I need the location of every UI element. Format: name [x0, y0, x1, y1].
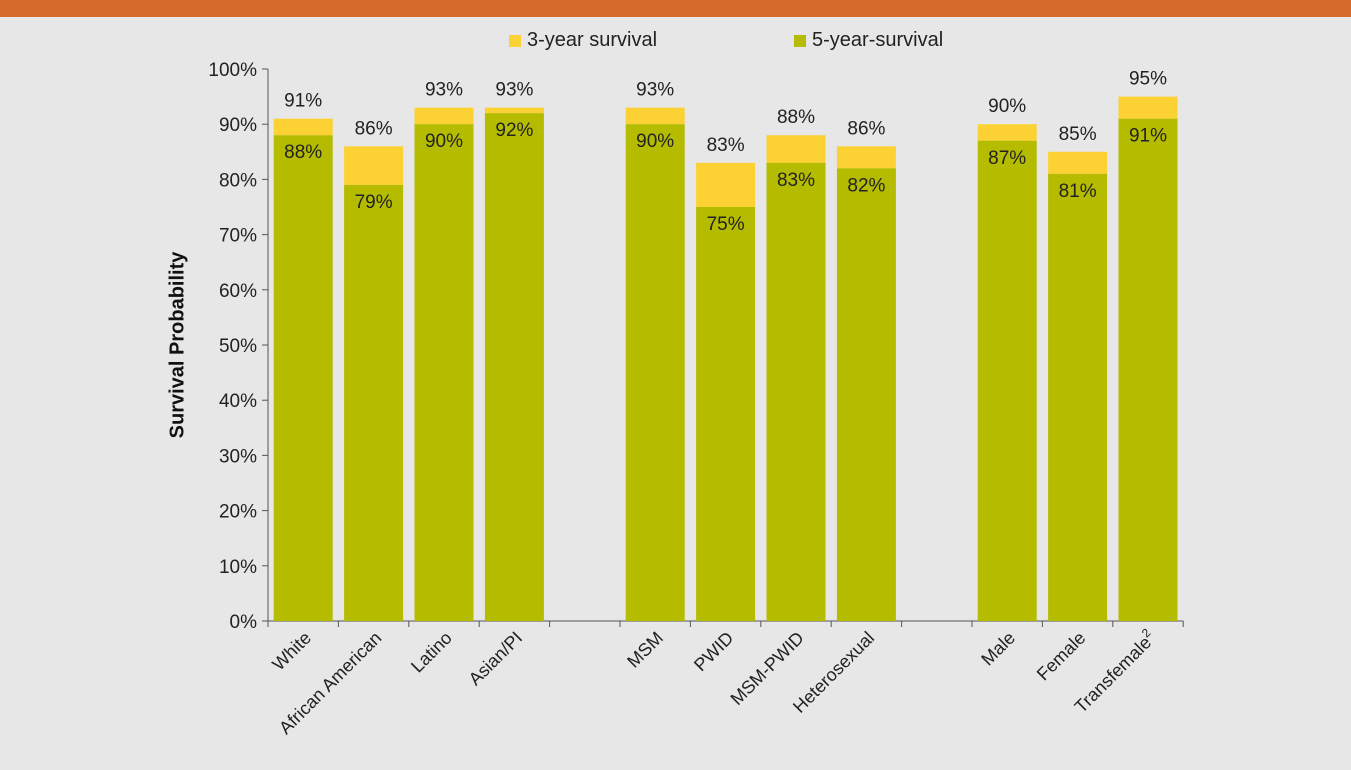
data-label-5-year: 90% [425, 131, 463, 152]
data-label-3-year: 86% [355, 118, 393, 139]
bar-5-year [766, 162, 826, 621]
data-label-3-year: 90% [988, 96, 1026, 117]
data-label-3-year: 83% [707, 135, 745, 156]
data-label-3-year: 93% [425, 80, 463, 101]
y-tick-label: 30% [219, 446, 257, 467]
data-label-5-year: 87% [988, 148, 1026, 169]
bar-5-year [344, 184, 404, 622]
bar-5-year [696, 207, 756, 621]
data-label-5-year: 88% [284, 142, 322, 163]
legend-swatch-5-year [794, 34, 806, 47]
data-label-3-year: 85% [1059, 124, 1097, 145]
data-label-5-year: 91% [1129, 126, 1167, 147]
x-tick-label: White [268, 628, 315, 675]
bar-3-year [1048, 151, 1108, 174]
bar-5-year [977, 140, 1037, 621]
y-tick-label: 50% [219, 336, 257, 357]
x-tick-label: Latino [407, 628, 456, 677]
legend-label-3-year: 3-year survival [527, 29, 658, 51]
data-label-5-year: 75% [707, 214, 745, 235]
data-label-3-year: 91% [284, 91, 322, 112]
legend-label-5-year: 5-year-survival [812, 29, 944, 51]
y-tick-label: 70% [219, 226, 257, 247]
bar-5-year [484, 113, 544, 621]
bar-3-year [344, 146, 404, 185]
bar-3-year [414, 107, 474, 125]
bar-3-year [836, 146, 896, 169]
bar-3-year [977, 124, 1037, 141]
legend-item-5-year: 5-year-survival [794, 29, 943, 52]
bar-3-year [484, 107, 544, 114]
data-label-5-year: 83% [777, 170, 815, 191]
chart-legend: 3-year survival 5-year-survival [0, 29, 1351, 53]
bar-3-year [1118, 96, 1178, 119]
header-bar [0, 0, 1351, 17]
x-tick-label: Male [977, 628, 1019, 670]
y-tick-label: 60% [219, 281, 257, 302]
data-label-3-year: 86% [847, 118, 885, 139]
bar-5-year [836, 168, 896, 622]
data-label-5-year: 82% [847, 175, 885, 196]
y-tick-label: 0% [230, 612, 258, 633]
data-label-5-year: 79% [355, 192, 393, 213]
bar-5-year [273, 135, 333, 622]
x-tick-label: Asian/PI [465, 628, 527, 690]
y-tick-label: 100% [208, 60, 257, 81]
data-label-3-year: 93% [636, 80, 674, 101]
y-tick-label: 10% [219, 557, 257, 578]
bar-3-year [273, 118, 333, 136]
data-label-5-year: 81% [1059, 181, 1097, 202]
data-label-5-year: 92% [495, 120, 533, 141]
legend-item-3-year: 3-year survival [509, 29, 657, 52]
bar-5-year [1118, 118, 1178, 622]
legend-swatch-3-year [509, 34, 521, 47]
bar-5-year [1048, 173, 1108, 621]
data-label-3-year: 95% [1129, 69, 1167, 90]
x-tick-label: MSM [623, 628, 667, 672]
y-tick-label: 20% [219, 502, 257, 523]
bar-3-year [625, 107, 685, 125]
data-label-5-year: 90% [636, 131, 674, 152]
data-label-3-year: 93% [495, 80, 533, 101]
x-tick-label: Female [1033, 628, 1090, 685]
y-tick-label: 90% [219, 115, 257, 136]
x-tick-label: PWID [690, 628, 737, 675]
y-tick-label: 80% [219, 170, 257, 191]
data-label-3-year: 88% [777, 107, 815, 128]
bar-3-year [696, 162, 756, 207]
bar-5-year [414, 124, 474, 621]
bar-3-year [766, 135, 826, 163]
bar-5-year [625, 124, 685, 621]
y-tick-label: 40% [219, 391, 257, 412]
